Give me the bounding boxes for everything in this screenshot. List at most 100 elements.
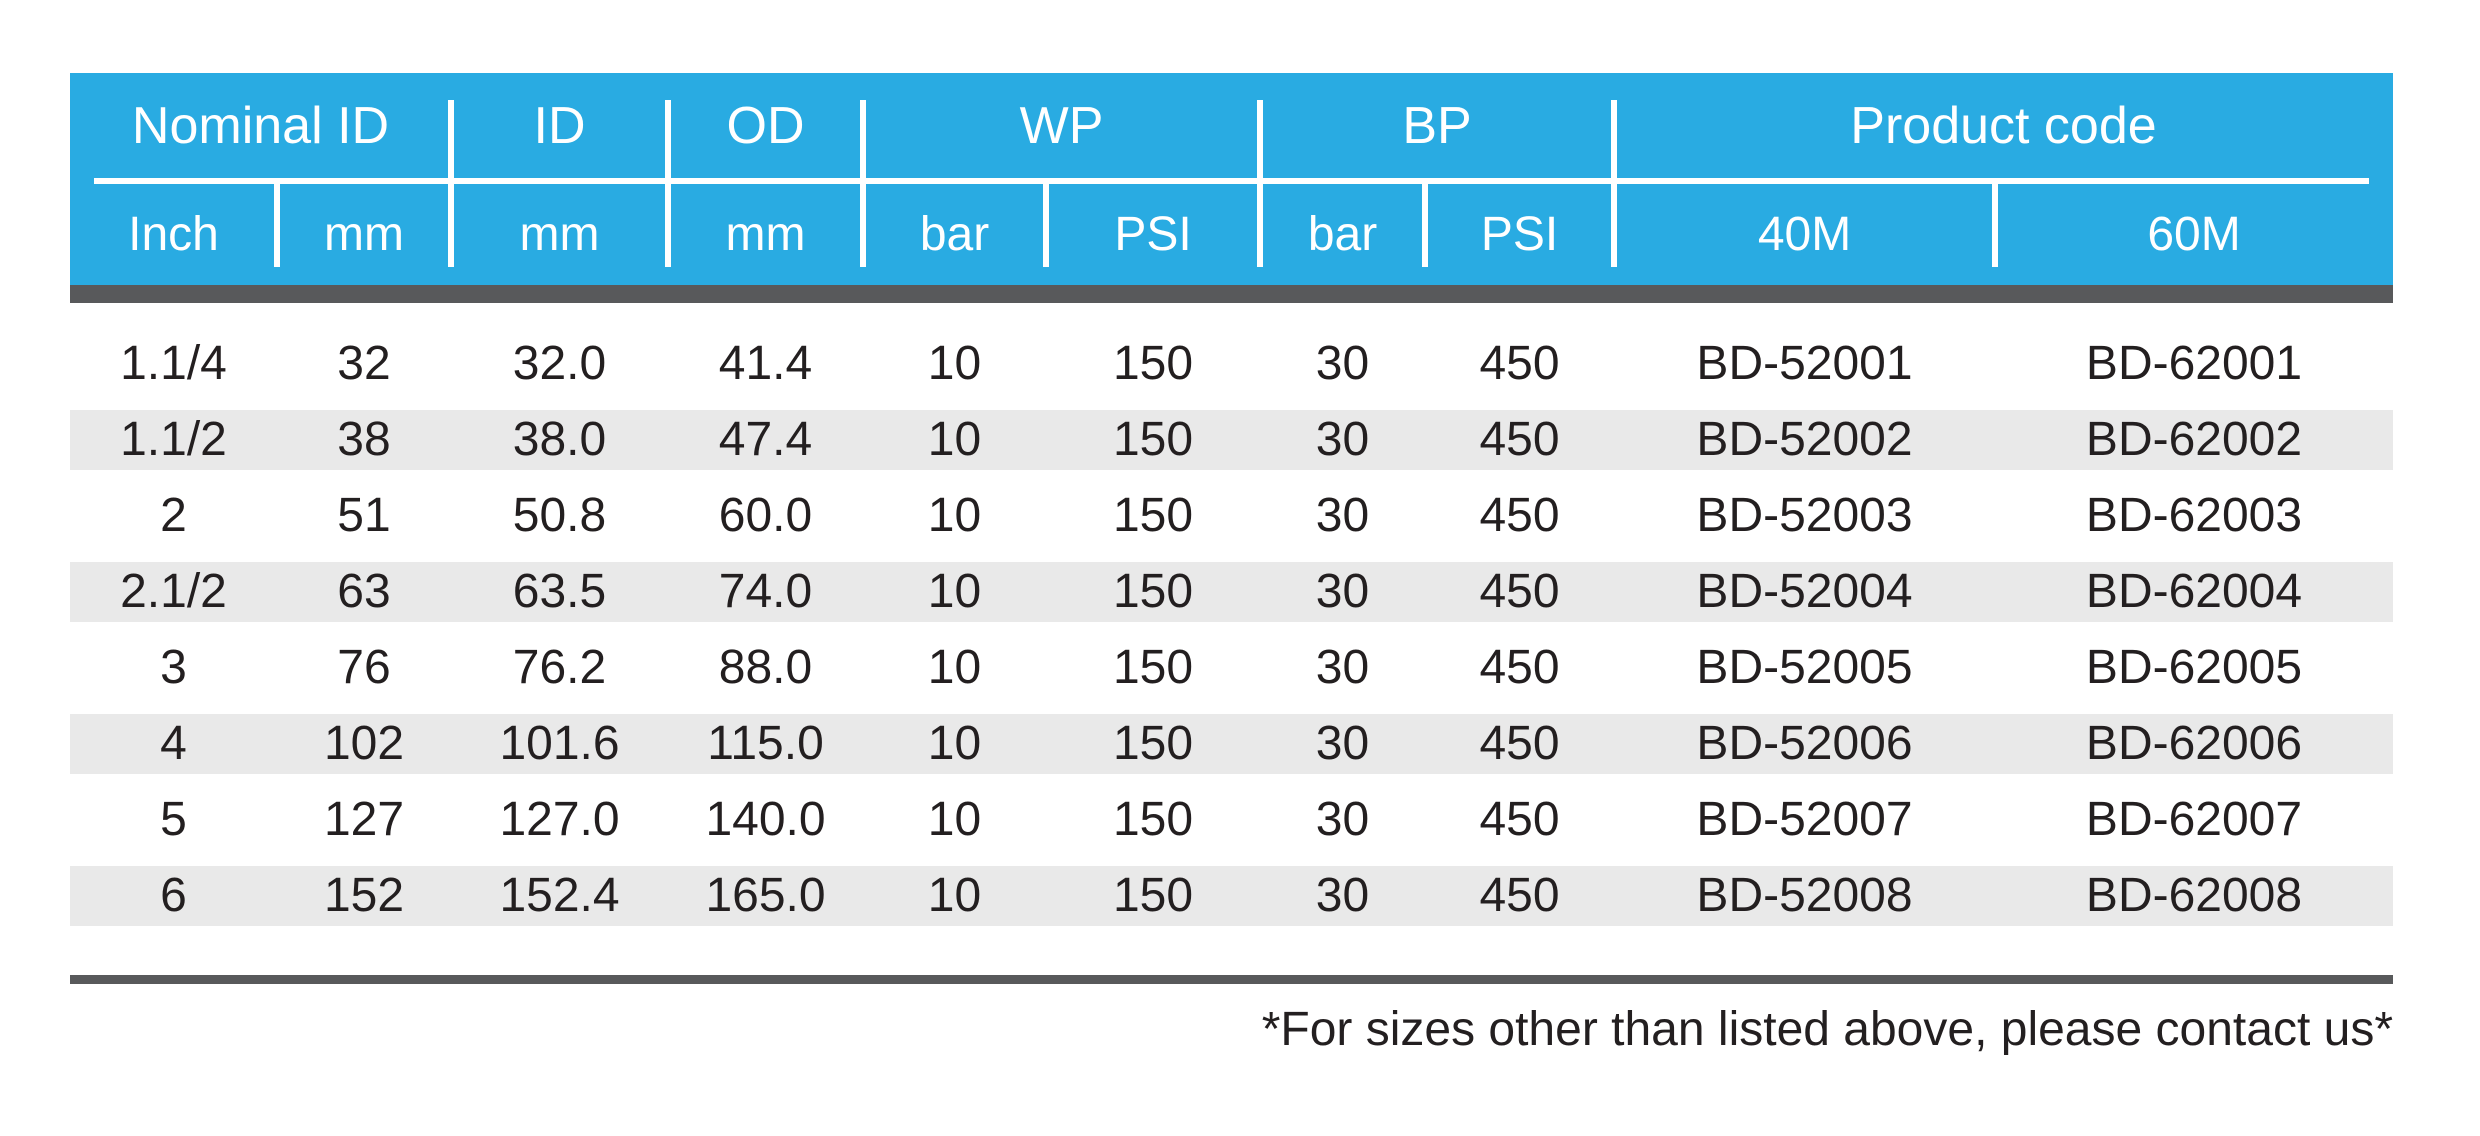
table-cell: 10 — [927, 413, 982, 466]
table-row: 2 51 50.8 60.0 10 150 30 450 BD-52003 BD-62003 — [70, 478, 2393, 554]
group-header-id: ID — [533, 96, 586, 155]
table-cell: 30 — [1315, 641, 1370, 694]
sub-header-row: Inch mm mm mm bar PSI bar PSI 40M 60M — [70, 184, 2393, 285]
table-cell: 127.0 — [499, 793, 620, 846]
table-cell: 41.4 — [718, 337, 813, 390]
header-separator — [448, 100, 454, 178]
table-cell: 2 — [160, 489, 187, 542]
header-separator — [1422, 184, 1428, 267]
table-cell: 88.0 — [718, 641, 813, 694]
table-cell: 150 — [1112, 489, 1194, 542]
table-cell: BD-62005 — [2085, 641, 2303, 694]
table-cell: 450 — [1479, 869, 1560, 922]
table-cell: 32.0 — [512, 337, 607, 390]
table-cell: BD-52005 — [1696, 641, 1913, 694]
table-cell: BD-52003 — [1696, 489, 1913, 542]
table-cell: BD-62001 — [2085, 337, 2303, 390]
table-cell: 3 — [160, 641, 187, 694]
footer-rule — [70, 975, 2393, 984]
header-separator — [1992, 184, 1998, 267]
table-cell: 150 — [1112, 793, 1194, 846]
table-cell: 4 — [160, 717, 187, 770]
table-cell: 30 — [1315, 793, 1370, 846]
table-cell: 76 — [337, 641, 391, 694]
table-cell: BD-62003 — [2085, 489, 2303, 542]
table-cell: 450 — [1479, 641, 1560, 694]
table-cell: 10 — [927, 489, 982, 542]
table-cell: 150 — [1112, 869, 1194, 922]
sub-header-40m: 40M — [1757, 208, 1852, 261]
table-cell: 102 — [323, 717, 405, 770]
sub-header-inch: Inch — [128, 208, 219, 261]
header-separator — [1611, 184, 1617, 267]
table-cell: 5 — [160, 793, 187, 846]
table-row: 1.1/2 38 38.0 47.4 10 150 30 450 BD-52002 BD-6200… — [70, 402, 2393, 478]
table-cell: BD-52007 — [1696, 793, 1913, 846]
table-cell: 30 — [1315, 869, 1370, 922]
table-cell: BD-52002 — [1696, 413, 1913, 466]
group-header-od: OD — [726, 96, 805, 155]
table-cell: 165.0 — [705, 869, 826, 922]
table-cell: 10 — [927, 793, 982, 846]
table-row: 4 102 101.6 115.0 10 150 30 450 BD-52006 BD-62006 — [70, 706, 2393, 782]
table-cell: 152 — [323, 869, 405, 922]
table-row: 5 127 127.0 140.0 10 150 30 450 BD-52007 BD-62007 — [70, 782, 2393, 858]
table-cell: 30 — [1315, 489, 1370, 542]
table-row: 2.1/2 63 63.5 74.0 10 150 30 450 BD-52004 BD-6200… — [70, 554, 2393, 630]
table-row: 3 76 76.2 88.0 10 150 30 450 BD-52005 BD-62005 — [70, 630, 2393, 706]
table-cell: BD-52004 — [1696, 565, 1913, 618]
table-cell: 450 — [1479, 793, 1560, 846]
table-cell: BD-62008 — [2085, 869, 2303, 922]
table-cell: 47.4 — [718, 413, 813, 466]
table-cell: 150 — [1112, 641, 1194, 694]
table-cell: 63.5 — [512, 565, 607, 618]
table-cell: 115.0 — [707, 717, 824, 770]
group-header-nominal-id: Nominal ID — [131, 96, 390, 155]
sub-header-wp-bar: bar — [919, 208, 990, 261]
footnote: *For sizes other than listed above, plea… — [1261, 1003, 2393, 1056]
table-cell: 10 — [927, 565, 982, 618]
header-separator — [1257, 100, 1263, 178]
table-cell: 450 — [1479, 565, 1560, 618]
header-separator — [1257, 184, 1263, 267]
table-cell: 10 — [927, 717, 982, 770]
table-cell: 101.6 — [499, 717, 620, 770]
sub-header-mm-od: mm — [725, 208, 806, 261]
table-cell: 1.1/2 — [120, 413, 227, 466]
table-cell: 50.8 — [512, 489, 607, 542]
table-cell: 127 — [323, 793, 405, 846]
header-separator — [860, 184, 866, 267]
table-cell: 30 — [1315, 717, 1370, 770]
table-cell: BD-62002 — [2085, 413, 2303, 466]
table-cell: 10 — [927, 337, 982, 390]
table-cell: 63 — [337, 565, 391, 618]
header-underline-bar — [70, 285, 2393, 303]
table-cell: 30 — [1315, 337, 1370, 390]
table-cell: 150 — [1112, 565, 1194, 618]
header-separator — [274, 184, 280, 267]
table-cell: 30 — [1315, 565, 1370, 618]
table-cell: 38.0 — [512, 413, 607, 466]
header-separator — [665, 100, 671, 178]
table-cell: 150 — [1112, 413, 1194, 466]
sub-header-mm-nominal: mm — [324, 208, 404, 261]
group-header-wp: WP — [1019, 96, 1104, 155]
table-cell: 450 — [1479, 413, 1560, 466]
table-cell: 450 — [1479, 717, 1560, 770]
header-separator — [1611, 100, 1617, 178]
table-cell: 140.0 — [705, 793, 826, 846]
header-separator — [448, 184, 454, 267]
sub-header-mm-id: mm — [519, 208, 600, 261]
table-body: 1.1/4 32 32.0 41.4 10 150 30 450 BD-52001 BD-6200… — [70, 326, 2393, 934]
table-cell: 74.0 — [718, 565, 813, 618]
table-cell: 150 — [1112, 717, 1194, 770]
table-cell: 450 — [1479, 489, 1560, 542]
table-cell: 10 — [927, 641, 982, 694]
table-cell: BD-62004 — [2085, 565, 2303, 618]
table-cell: 38 — [337, 413, 391, 466]
group-header-product-code: Product code — [1850, 96, 2157, 155]
table-row: 1.1/4 32 32.0 41.4 10 150 30 450 BD-52001 BD-6200… — [70, 326, 2393, 402]
table-header: Nominal ID ID OD WP BP Product code Inch… — [70, 73, 2393, 285]
header-divider-line — [94, 178, 2369, 184]
table-cell: 2.1/2 — [120, 565, 227, 618]
